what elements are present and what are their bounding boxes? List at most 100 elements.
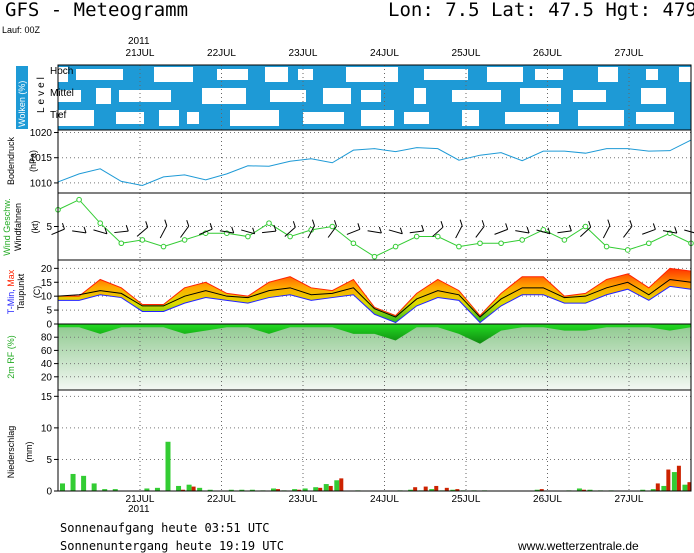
precip-bar-green <box>186 484 192 491</box>
cloud-block <box>230 110 279 126</box>
cloud-block <box>452 90 501 102</box>
cloud-block <box>361 110 394 126</box>
humidity-background <box>58 324 691 390</box>
precip-bar-green <box>91 483 97 491</box>
wind-barb-flag <box>674 226 678 234</box>
cloud-block <box>505 112 559 124</box>
panel-frames <box>57 64 692 492</box>
temperature-tick-label: 5 <box>46 306 52 317</box>
cloud-block <box>424 69 468 80</box>
wind-barb-flag <box>311 219 315 226</box>
precip-bar-red <box>276 489 280 491</box>
wind-tick-label: 5 <box>46 222 52 233</box>
wind-barb-flag <box>588 220 592 228</box>
precip-bar-green <box>671 472 677 491</box>
wind-barb <box>494 228 508 235</box>
wind-barb <box>180 225 190 238</box>
precip-bar-red <box>339 478 344 491</box>
wind-barb-flag <box>252 227 256 234</box>
series-layer <box>51 139 694 491</box>
wind-barb <box>284 226 296 237</box>
cloud-block <box>520 88 561 104</box>
cloud-block <box>641 88 666 104</box>
wind-barb-flag <box>164 219 168 226</box>
temp-max-line <box>58 267 692 317</box>
precip-unit: (mm) <box>24 442 34 463</box>
wind-speed-point <box>603 243 610 250</box>
cloud-block <box>361 90 381 102</box>
wind-barb <box>642 228 656 235</box>
precip-bar-green <box>334 480 340 491</box>
wind-speed-point <box>97 220 103 226</box>
wind-barb <box>307 225 315 239</box>
cloud-block <box>573 90 606 102</box>
day-label-top: 25JUL <box>452 48 481 59</box>
precip-bar-red <box>423 486 428 491</box>
precip-bar-green <box>534 489 540 491</box>
temperature-label: T-Min, Max <box>6 269 16 314</box>
wind-speed-point <box>181 237 188 243</box>
day-label-bottom: 27JUL <box>615 494 644 505</box>
wind-barb-flag <box>61 222 65 230</box>
precip-bar-red <box>687 482 692 491</box>
precip-bar-green <box>323 484 329 491</box>
wind-unit: (kt) <box>30 221 40 234</box>
cloud-block <box>298 69 313 80</box>
wind-barb <box>684 229 694 234</box>
precip-bar-green <box>429 489 435 491</box>
cloud-block <box>646 69 658 80</box>
wind-speed-point <box>413 233 420 240</box>
temperature-tick-label: 10 <box>41 292 53 303</box>
wind-barb <box>662 230 677 234</box>
day-label-bottom: 25JUL <box>452 494 481 505</box>
day-label-top: 21JUL <box>126 48 155 59</box>
wind-speed-point <box>477 240 483 247</box>
pressure-tick-label: 1020 <box>30 128 53 139</box>
precip-bar-green <box>176 485 182 491</box>
day-label-top: 22JUL <box>207 48 236 59</box>
precip-bar-red <box>328 485 333 491</box>
cloud-block <box>270 90 306 102</box>
precip-bar-green <box>112 489 118 491</box>
sunset-text: Sonnenuntergang heute 19:19 UTC <box>60 539 284 553</box>
wind-barb-flag <box>547 227 551 234</box>
wind-speed-point <box>519 237 526 243</box>
website-link[interactable]: www.wetterzentrale.de <box>517 539 639 553</box>
day-label-bottom: 26JUL <box>533 494 562 505</box>
cloud-block <box>187 112 199 124</box>
precip-bar-green <box>302 488 308 491</box>
precip-bar-green <box>197 487 203 491</box>
cloud-block <box>346 67 398 82</box>
humidity-tick-label: 20 <box>41 372 53 383</box>
wind-speed-point <box>160 243 167 250</box>
wind-speed-point <box>287 233 293 240</box>
wind-barb-flag <box>292 221 296 228</box>
cloud-level-tief: Tief <box>50 110 67 121</box>
cloud-block <box>58 67 68 82</box>
wind-speed-point <box>582 223 589 230</box>
wind-speed-point <box>139 237 146 243</box>
chart-title: GFS - Meteogramm <box>5 0 188 21</box>
wind-barb-flag <box>145 221 149 228</box>
wind-barb-flag <box>125 224 129 232</box>
pressure-line <box>57 139 692 186</box>
wind-barb <box>72 230 87 234</box>
cloud-block <box>159 110 179 126</box>
wind-barb-flag <box>399 227 403 234</box>
precip-bar-green <box>102 489 108 491</box>
cloud-block <box>303 112 344 124</box>
precip-bar-red <box>434 485 439 491</box>
wind-barb-flag <box>378 226 382 234</box>
cloud-block <box>578 110 624 126</box>
temperature-tick-label: 20 <box>41 264 53 275</box>
wind-speed-point <box>435 233 441 240</box>
year-label-top: 2011 <box>128 36 150 47</box>
wind-barb <box>327 225 337 238</box>
cloud-block <box>154 67 193 82</box>
wind-barb-flag <box>333 220 337 227</box>
temp-max-label: Max <box>6 269 16 287</box>
level-label: Level <box>36 74 47 113</box>
precip-bar-green <box>249 489 255 491</box>
run-label: Lauf: 00Z <box>2 25 41 35</box>
wind-speed-point <box>245 233 251 240</box>
